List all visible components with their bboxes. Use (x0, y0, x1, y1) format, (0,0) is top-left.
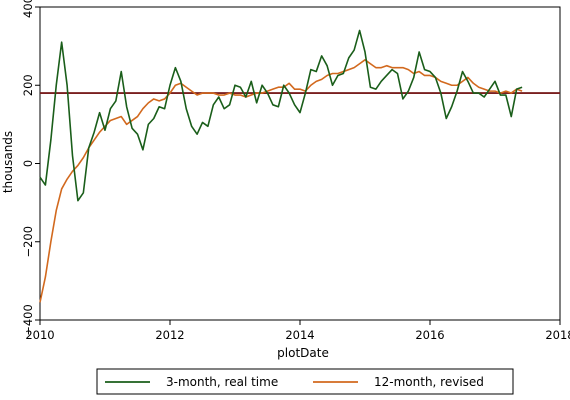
series-line-12-month-revised (39, 59, 523, 303)
x-tick-label: 2012 (155, 328, 184, 342)
y-axis-title: thousands (1, 131, 15, 193)
legend-label: 3-month, real time (166, 375, 278, 389)
legend: 3-month, real time 12-month, revised (96, 368, 514, 395)
y-axis: −400 −200 0 200 400 (21, 0, 40, 336)
x-tick-label: 2016 (415, 328, 444, 342)
x-axis: 2010 2012 2014 2016 2018 (25, 320, 570, 342)
y-tick-label: 200 (21, 74, 35, 96)
x-tick-label: 2014 (285, 328, 314, 342)
x-axis-title: plotDate (277, 346, 329, 360)
y-tick-label: −400 (21, 304, 35, 336)
legend-label: 12-month, revised (374, 375, 484, 389)
y-tick-label: 400 (21, 0, 35, 18)
y-tick-label: −200 (21, 226, 35, 258)
series-line-3-month-real-time (39, 29, 523, 202)
x-tick-label: 2010 (25, 328, 54, 342)
x-tick-label: 2018 (545, 328, 570, 342)
legend-box (96, 368, 514, 395)
y-tick-label: 0 (21, 160, 35, 167)
